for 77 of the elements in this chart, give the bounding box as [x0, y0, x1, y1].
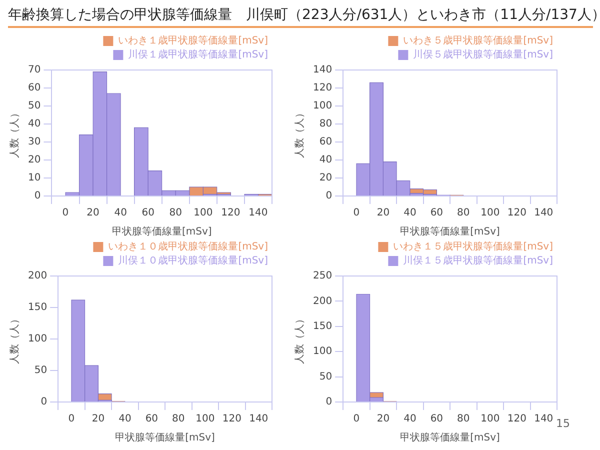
y-tick-label: 200 [312, 296, 332, 307]
y-tick-label: 60 [28, 82, 41, 94]
x-tick-label: 20 [376, 208, 390, 219]
x-axis-title: 甲状腺等価線量[mSv] [400, 432, 500, 444]
x-tick-label: 20 [86, 208, 100, 219]
y-axis-title: 人数（人） [10, 314, 21, 364]
y-tick-label: 20 [28, 154, 41, 166]
x-tick-label: 120 [507, 414, 526, 425]
legend-label: 川俣１５歳甲状腺等価線量[mSv] [403, 254, 554, 267]
x-tick-label: 40 [404, 414, 416, 425]
x-tick-label: 20 [376, 414, 390, 425]
x-tick-label: 100 [480, 208, 500, 219]
y-tick-label: 40 [28, 118, 41, 130]
y-tick-label: 50 [34, 365, 48, 376]
y-tick-label: 150 [312, 320, 332, 332]
y-tick-label: 0 [34, 190, 41, 202]
x-tick-label: 80 [172, 414, 185, 425]
x-tick-label: 40 [118, 414, 132, 425]
y-tick-label: 0 [40, 396, 48, 408]
x-tick-label: 120 [507, 208, 526, 219]
legend-label: いわき５歳甲状腺等価線量[mSv] [403, 34, 554, 47]
y-tick-label: 50 [28, 100, 41, 112]
y-tick-label: 20 [319, 172, 332, 184]
legend-label: 川俣１０歳甲状腺等価線量[mSv] [118, 254, 268, 267]
x-tick-label: 140 [249, 414, 268, 425]
legend-label: いわき１歳甲状腺等価線量[mSv] [118, 34, 268, 47]
x-tick-label: 0 [353, 208, 360, 219]
x-tick-label: 0 [353, 414, 360, 425]
x-axis-title: 甲状腺等価線量[mSv] [115, 432, 216, 444]
text: 年齢換算した場合の甲状腺等価線量 川俣町（223人分/631人）といわき市（11人分/137人） [8, 6, 600, 25]
x-tick-label: 100 [480, 414, 500, 425]
x-tick-label: 60 [430, 208, 444, 219]
x-tick-label: 140 [534, 208, 554, 219]
x-tick-label: 40 [114, 208, 127, 219]
y-tick-label: 150 [28, 302, 48, 314]
legend-label: 川俣１歳甲状腺等価線量[mSv] [128, 48, 268, 61]
x-axis-title: 甲状腺等価線量[mSv] [112, 226, 212, 238]
y-axis-title: 人数（人） [294, 108, 306, 158]
y-tick-label: 100 [28, 334, 48, 345]
y-tick-label: 100 [312, 346, 332, 358]
x-tick-label: 100 [194, 208, 213, 219]
y-tick-label: 120 [312, 82, 332, 94]
x-tick-label: 20 [92, 414, 105, 425]
x-tick-label: 100 [196, 414, 215, 425]
y-tick-label: 30 [28, 136, 41, 148]
y-axis-title: 人数（人） [294, 314, 306, 364]
y-axis-title: 人数（人） [10, 108, 21, 158]
y-tick-label: 40 [319, 154, 332, 166]
y-tick-label: 70 [28, 64, 41, 76]
y-tick-label: 250 [312, 270, 332, 282]
y-tick-label: 80 [319, 118, 332, 130]
x-tick-label: 40 [404, 208, 416, 219]
x-tick-label: 120 [222, 414, 242, 425]
y-tick-label: 100 [312, 100, 332, 112]
x-axis-title: 甲状腺等価線量[mSv] [400, 226, 500, 238]
x-tick-label: 0 [68, 414, 75, 425]
y-tick-label: 200 [28, 270, 48, 282]
x-tick-label: 60 [145, 414, 158, 425]
y-tick-label: 60 [319, 136, 332, 148]
x-tick-label: 80 [169, 208, 182, 219]
x-tick-label: 80 [457, 208, 470, 219]
legend-label: いわき１０歳甲状腺等価線量[mSv] [108, 240, 268, 253]
y-tick-label: 140 [312, 64, 332, 76]
y-tick-label: 50 [319, 371, 332, 382]
x-tick-label: 120 [221, 208, 240, 219]
y-tick-label: 10 [28, 172, 41, 184]
x-tick-label: 60 [430, 414, 444, 425]
text: 15 [556, 417, 570, 430]
x-tick-label: 140 [534, 414, 554, 425]
x-tick-label: 60 [142, 208, 154, 219]
y-tick-label: 0 [326, 396, 332, 408]
x-tick-label: 80 [457, 414, 470, 425]
legend-label: 川俣５歳甲状腺等価線量[mSv] [413, 48, 554, 61]
legend-label: いわき１５歳甲状腺等価線量[mSv] [393, 240, 554, 253]
x-tick-label: 0 [62, 208, 69, 219]
x-tick-label: 140 [248, 208, 268, 219]
y-tick-label: 0 [326, 190, 332, 202]
